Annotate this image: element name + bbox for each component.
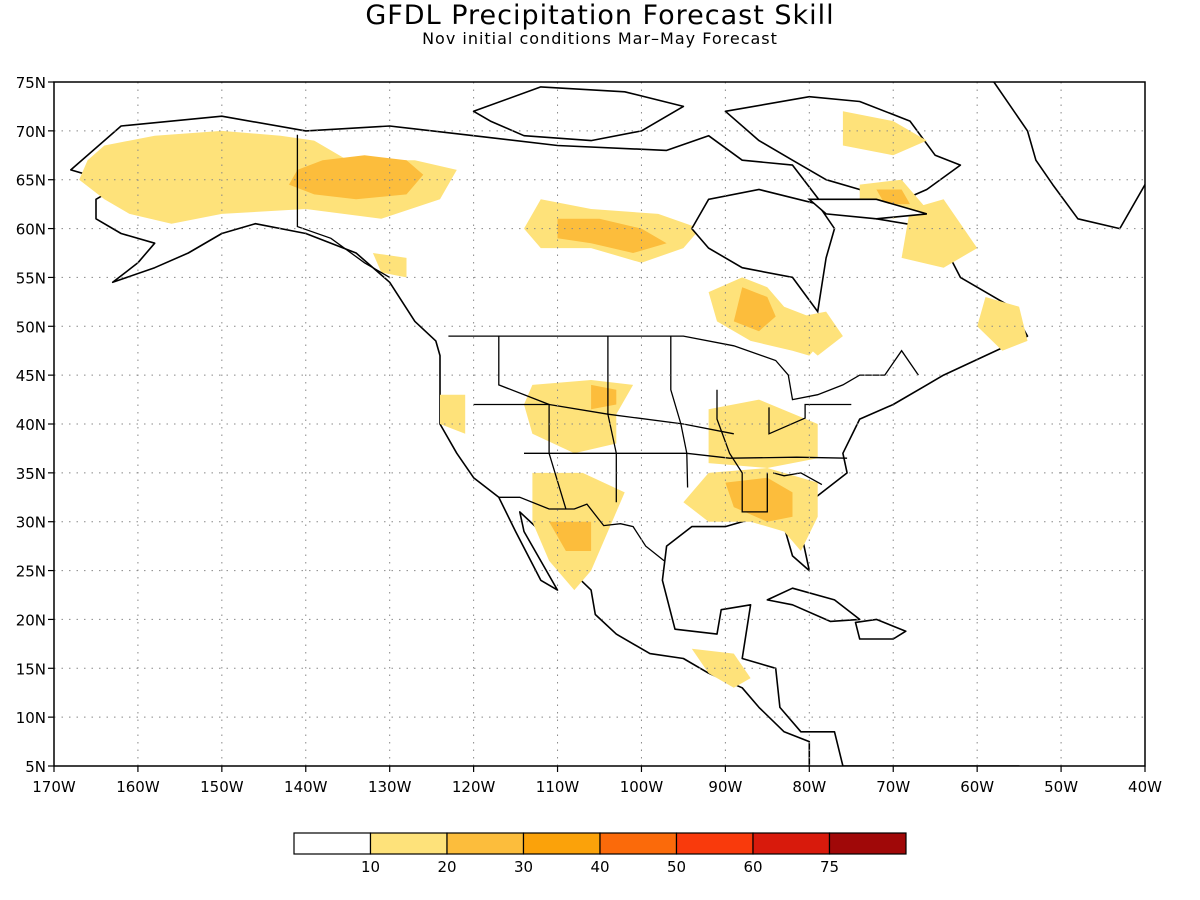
land-outline-layer — [71, 4, 1200, 815]
lat-label-30N: 30N — [16, 514, 46, 532]
lon-label-160W: 160W — [116, 778, 160, 796]
colorbar-label-10: 10 — [361, 858, 380, 876]
lon-label-40W: 40W — [1128, 778, 1162, 796]
us-canada-border — [448, 336, 918, 400]
lon-label-60W: 60W — [960, 778, 994, 796]
lat-label-60N: 60N — [16, 221, 46, 239]
lon-label-90W: 90W — [708, 778, 742, 796]
lat-label-25N: 25N — [16, 563, 46, 581]
state-lines-4 — [671, 336, 688, 487]
colorbar-label-50: 50 — [667, 858, 686, 876]
lon-label-110W: 110W — [536, 778, 580, 796]
lon-label-150W: 150W — [200, 778, 244, 796]
lon-label-130W: 130W — [368, 778, 412, 796]
hispaniola-coastline — [856, 619, 906, 639]
colorbar-label-75: 75 — [820, 858, 839, 876]
lat-label-65N: 65N — [16, 172, 46, 190]
lat-label-70N: 70N — [16, 123, 46, 141]
colorbar-swatch-4 — [600, 833, 677, 854]
lat-label-55N: 55N — [16, 269, 46, 287]
skill-region-california-spot — [440, 395, 465, 434]
lat-label-10N: 10N — [16, 709, 46, 727]
forecast-skill-map: 170W 160W 150W 140W 130W 120W 110W 100W 90W 80W 70… — [0, 0, 1200, 900]
lon-label-80W: 80W — [792, 778, 826, 796]
lon-label-100W: 100W — [620, 778, 664, 796]
lat-label-35N: 35N — [16, 465, 46, 483]
colorbar-swatch-7 — [830, 833, 907, 854]
lon-label-140W: 140W — [284, 778, 328, 796]
colorbar-label-40: 40 — [590, 858, 609, 876]
lat-label-75N: 75N — [16, 74, 46, 92]
colorbar-swatch-0 — [294, 833, 371, 854]
skill-region-baffin — [843, 111, 927, 155]
lat-label-5N: 5N — [25, 758, 46, 776]
colorbar-label-60: 60 — [743, 858, 762, 876]
map-frame-layer — [54, 4, 1200, 815]
colorbar-label-20: 20 — [437, 858, 456, 876]
lat-label-50N: 50N — [16, 318, 46, 336]
colorbar-swatch-3 — [524, 833, 601, 854]
colorbar-swatch-1 — [371, 833, 448, 854]
lat-label-40N: 40N — [16, 416, 46, 434]
lat-label-45N: 45N — [16, 367, 46, 385]
lat-label-20N: 20N — [16, 611, 46, 629]
colorbar-swatch-2 — [447, 833, 524, 854]
colorbar-label-30: 30 — [514, 858, 533, 876]
lat-label-15N: 15N — [16, 660, 46, 678]
lon-label-170W: 170W — [32, 778, 76, 796]
skill-region-bc-coast-spot — [373, 253, 407, 277]
skill-shading-layer — [79, 111, 1027, 688]
greenland-coastline — [876, 4, 1200, 229]
lon-label-120W: 120W — [452, 778, 496, 796]
colorbar-swatch-6 — [753, 833, 830, 854]
arctic-islands-coastline — [474, 87, 684, 141]
lon-label-70W: 70W — [876, 778, 910, 796]
lon-label-50W: 50W — [1044, 778, 1078, 796]
skill-region-great-plains — [524, 380, 633, 453]
cuba-coastline — [767, 588, 859, 621]
skill-region-newfoundland — [977, 297, 1027, 351]
color-legend: 10 20 30 40 50 60 75 — [294, 833, 906, 876]
colorbar-swatch-5 — [677, 833, 754, 854]
